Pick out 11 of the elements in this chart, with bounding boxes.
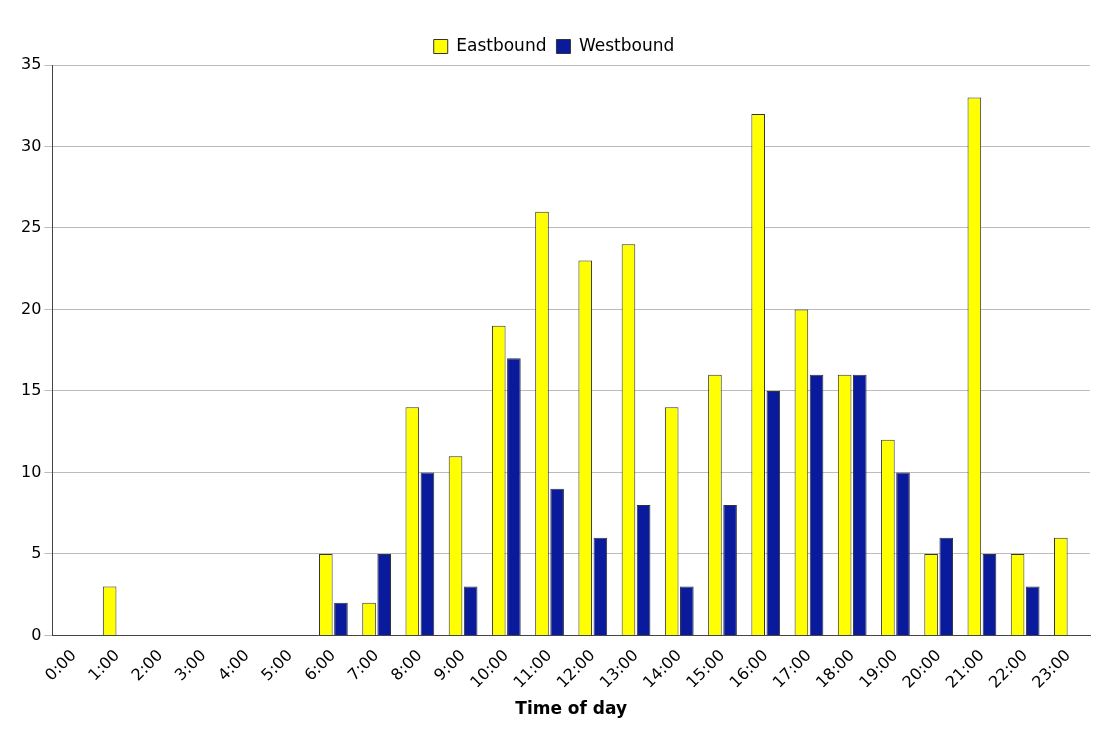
y-tick-label: 15 [21,380,42,400]
y-tick-label: 5 [31,543,42,563]
y-tick-label: 0 [31,624,42,644]
y-tick-label: 30 [21,135,42,155]
y-tick-label: 25 [21,217,42,237]
y-tick-label: 20 [21,298,42,318]
y-tick-label: 10 [21,461,42,481]
x-axis-title: Time of day [515,698,628,719]
legend-label: Eastbound [456,34,547,55]
y-tick-label: 35 [21,54,42,74]
legend-label: Westbound [578,34,675,55]
